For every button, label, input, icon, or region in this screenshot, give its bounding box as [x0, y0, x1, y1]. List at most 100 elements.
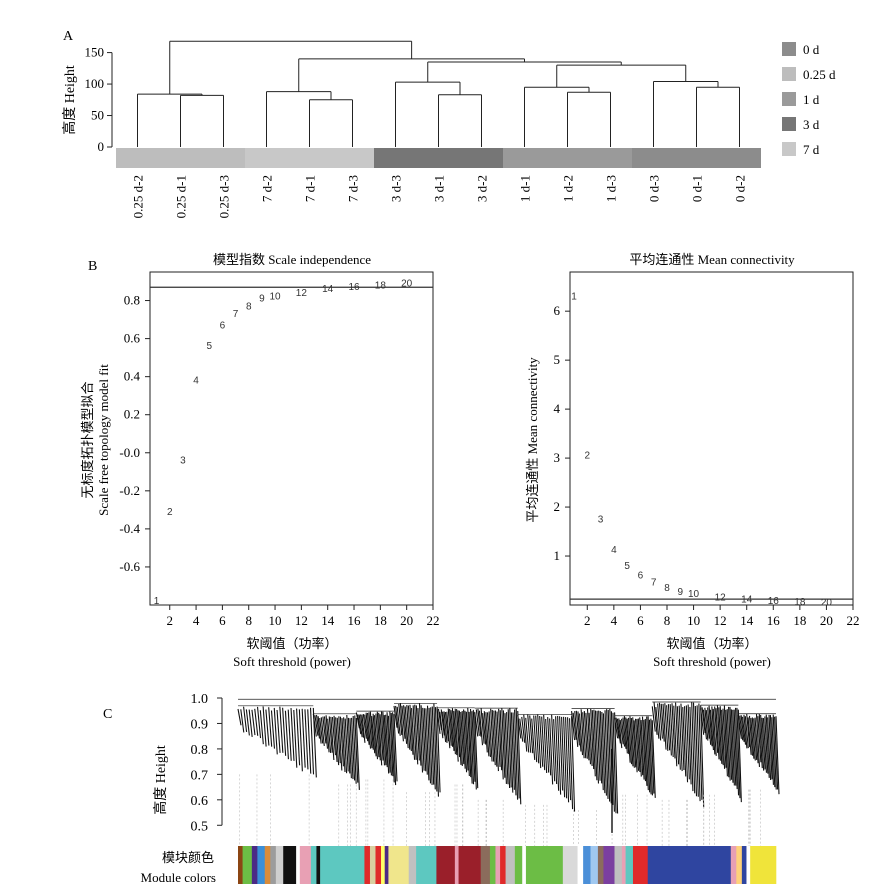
panel-c-module-2 [251, 846, 258, 884]
panel-c-cluster-11-leaf-22 [768, 714, 773, 780]
panel-c-cluster-2-leaf-27 [393, 714, 398, 782]
panel-c-cluster-2-leaf-19 [382, 711, 387, 766]
panel-c-cluster-6-leaf-3 [523, 714, 528, 752]
panel-c-cluster-5-leaf-18 [502, 710, 507, 784]
panel-a-leaf-label-10: 1 d-2 [561, 175, 576, 202]
panel-c-module-3 [257, 846, 266, 884]
panel-c-cluster-11-leaf-11 [753, 718, 758, 760]
panel-c-cluster-6-leaf-22 [561, 716, 566, 798]
panel-b-left-title: 模型指数 Scale independence [213, 252, 371, 267]
panel-c-cluster-0-leaf-14 [276, 709, 281, 753]
panel-c-cluster-0-leaf-1 [240, 709, 245, 733]
panel-c-cluster-6-leaf-17 [551, 714, 556, 782]
panel-c-cluster-5-leaf-3 [478, 710, 484, 746]
panel-c-cluster-5-leaf-5 [482, 713, 487, 745]
panel-c-cluster-7-leaf-7 [582, 712, 587, 759]
panel-c-cluster-3-leaf-17 [420, 705, 425, 771]
panel-c-cluster-5-leaf-11 [491, 709, 496, 766]
panel-c-cluster-7-leaf-15 [594, 710, 600, 784]
panel-c-cluster-5-leaf-10 [490, 708, 495, 762]
panel-letter-b: B [88, 259, 97, 274]
panel-b-left-point-10: 12 [296, 288, 308, 299]
panel-c-module-4 [264, 846, 271, 884]
panel-c-module-11 [316, 846, 321, 884]
panel-c-cluster-0-leaf-23 [301, 708, 306, 768]
panel-c-cluster-11-leaf-8 [748, 715, 754, 756]
panel-b-scale-independence: 模型指数 Scale independence 无标度拓扑模型拟合 Scale … [80, 252, 440, 669]
panel-c-cluster-3-leaf-7 [404, 706, 409, 749]
panel-a-colorbar-cell-7 [417, 148, 460, 168]
panel-c-cluster-9-leaf-26 [698, 703, 703, 800]
panel-a-legend-swatch-2 [782, 92, 796, 106]
panel-c-module-27 [500, 846, 506, 884]
panel-c-cluster-2-leaf-11 [371, 716, 376, 754]
panel-c-cluster-11-leaf-25 [772, 714, 777, 790]
panel-a-colorbar-cell-2 [202, 148, 245, 168]
panel-c-cluster-7-leaf-20 [602, 713, 607, 796]
panel-c-cluster-5-leaf-0 [474, 711, 479, 737]
panel-c-cluster-7-leaf-27 [614, 712, 619, 814]
panel-c-cluster-10-leaf-22 [730, 709, 735, 786]
panel-c-cluster-3-leaf-8 [406, 705, 411, 750]
panel-c-cluster-9-leaf-16 [680, 703, 685, 771]
panel-c-cluster-10-leaf-3 [704, 707, 709, 741]
panel-c-cluster-4-leaf-4 [442, 711, 447, 743]
panel-c-cluster-11-leaf-4 [743, 714, 748, 749]
panel-b-left-ytick-label-4: 0.2 [124, 407, 140, 422]
panel-c-cluster-10-leaf-12 [716, 705, 721, 761]
panel-c-module-25 [489, 846, 496, 884]
panel-a-leaf-label-9: 1 d-1 [518, 175, 533, 202]
panel-c-ytick-label-3: 0.8 [191, 743, 209, 758]
panel-c-cluster-8-leaf-4 [619, 719, 624, 745]
panel-c-cluster-9-leaf-1 [653, 702, 658, 735]
panel-c-cluster-2-leaf-6 [364, 714, 369, 742]
panel-b-left-xtick-label-2: 6 [219, 613, 226, 628]
panel-c-module-29 [514, 846, 523, 884]
panel-c-cluster-5-leaf-21 [507, 709, 512, 788]
panel-c-cluster-7-leaf-13 [591, 710, 596, 777]
panel-c-cluster-5-leaf-4 [480, 708, 485, 744]
panel-c-cluster-1-leaf-23 [349, 718, 354, 780]
panel-a-ytick-label-1: 50 [91, 108, 104, 123]
panel-c-cluster-6-leaf-11 [539, 715, 544, 767]
panel-c-cluster-9-leaf-7 [664, 703, 669, 751]
panel-c-cluster-0-leaf-22 [298, 709, 303, 772]
panel-c-module-47 [750, 846, 777, 884]
panel-c-cluster-0-leaf-10 [265, 709, 270, 746]
panel-c-cluster-10-leaf-5 [707, 707, 712, 745]
panel-c-cluster-0-leaf-3 [245, 709, 250, 736]
panel-c-cluster-2-leaf-16 [378, 712, 383, 766]
panel-c-cluster-7-leaf-6 [580, 709, 585, 759]
panel-c-cluster-1-leaf-19 [343, 717, 348, 774]
panel-c-cluster-4-leaf-2 [439, 711, 444, 739]
panel-c-cluster-8-leaf-16 [636, 718, 641, 773]
panel-c-cluster-7-leaf-0 [571, 711, 576, 741]
panel-c-ytick-label-5: 1.0 [191, 692, 209, 707]
panel-a-legend-label-2: 1 d [803, 92, 820, 107]
panel-a-leaf-label-3: 7 d-2 [260, 175, 275, 202]
panel-c-cluster-11-leaf-3 [741, 716, 747, 745]
panel-c-cluster-5-leaf-12 [493, 710, 498, 767]
panel-b-left-point-8: 9 [259, 294, 265, 305]
panel-b-left-ylabel-2: Scale free topology model fit [96, 364, 111, 516]
panel-b-right-xlabel-1: 软阈值（功率） [666, 636, 757, 651]
panel-c-cluster-4-leaf-8 [447, 708, 452, 746]
panel-c-ytick-label-4: 0.9 [191, 717, 209, 732]
panel-c-module-20 [416, 846, 437, 884]
panel-b-left-point-7: 8 [246, 301, 252, 312]
panel-c-cluster-4-leaf-20 [464, 710, 469, 771]
panel-c-cluster-5-leaf-22 [509, 708, 514, 793]
panel-c-cluster-11-leaf-20 [765, 714, 770, 778]
panel-a-leaf-label-11: 1 d-3 [604, 175, 619, 202]
panel-c-cluster-1-leaf-22 [347, 717, 352, 779]
panel-b-right-title: 平均连通性 Mean connectivity [629, 252, 795, 267]
panel-b-right-point-7: 8 [664, 583, 670, 594]
panel-c-cluster-4-leaf-13 [454, 708, 459, 762]
panel-c-cluster-7-leaf-10 [586, 708, 592, 765]
panel-b-left-point-5: 6 [220, 320, 226, 331]
panel-c-cluster-3-leaf-14 [415, 705, 420, 761]
panel-c-cluster-9-leaf-15 [678, 705, 683, 772]
panel-c-cluster-8-leaf-3 [618, 718, 623, 749]
panel-c-cluster-9-leaf-11 [671, 703, 676, 759]
panel-c-cluster-6-leaf-9 [535, 715, 540, 764]
